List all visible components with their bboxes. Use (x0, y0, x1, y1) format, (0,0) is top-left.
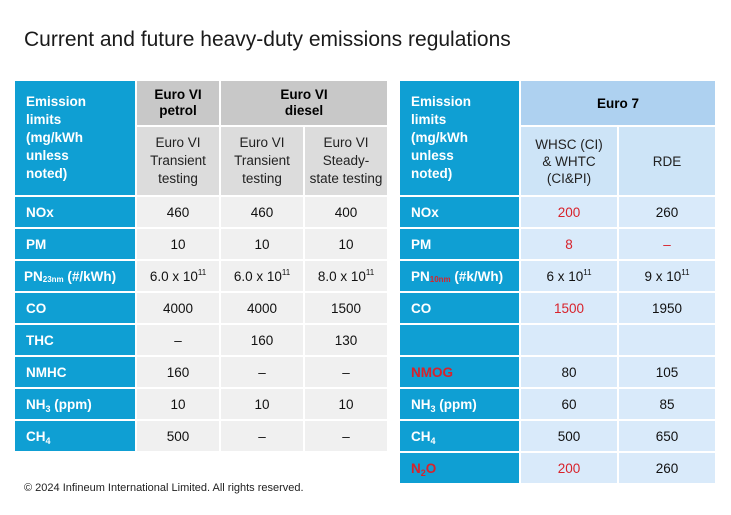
table-row: THC –160 130 (15, 325, 387, 355)
table-cell: 10 (221, 389, 303, 419)
table-cell: 460 (221, 197, 303, 227)
row-label-ch4: CH4 (400, 421, 519, 451)
header-euro-vi-diesel: Euro VI diesel (221, 81, 387, 125)
table-cell: 260 (619, 197, 715, 227)
subheader-whsc-whtc: WHSC (CI) & WHTC (CI&PI) (521, 127, 617, 195)
row-label-co: CO (15, 293, 135, 323)
table-cell: 85 (619, 389, 715, 419)
table-row (400, 325, 715, 355)
header-euro-vi-petrol: Euro VI petrol (137, 81, 219, 125)
table-row: NH3 (ppm) 60 85 (400, 389, 715, 419)
table-cell: 160 (221, 325, 303, 355)
euro7-regulations-table: Emission limits (mg/kWh unless noted) Euro 7… (398, 79, 717, 485)
table-cell: 160 (137, 357, 219, 387)
table-row: PM 8– (400, 229, 715, 259)
subheader-rde: RDE (619, 127, 715, 195)
current-regulations-table: Emission limits (mg/kWh unless noted) Euro V… (13, 79, 389, 453)
copyright-footer: © 2024 Infineum International Limited. A… (24, 482, 304, 494)
row-label-empty (400, 325, 519, 355)
row-label-pm: PM (400, 229, 519, 259)
table-row: NOx 460 460 400 (15, 197, 387, 227)
subheader-diesel-steady-state: Euro VI Steady-state testing (305, 127, 387, 195)
table-cell: – (221, 357, 303, 387)
table-cell: 80 (521, 357, 617, 387)
table-cell: – (619, 229, 715, 259)
table-cell: 1950 (619, 293, 715, 323)
table-row: PM 10 10 10 (15, 229, 387, 259)
table-cell (521, 325, 617, 355)
table-cell: – (305, 357, 387, 387)
table-cell: 1500 (305, 293, 387, 323)
table-cell: 6.0 x 1011 (221, 261, 303, 291)
table-row: NOx 200 260 (400, 197, 715, 227)
row-label-pm: PM (15, 229, 135, 259)
table-cell: 500 (521, 421, 617, 451)
table-cell: 4000 (137, 293, 219, 323)
table-cell: 10 (137, 229, 219, 259)
row-label-ch4: CH4 (15, 421, 135, 451)
row-label-thc: THC (15, 325, 135, 355)
table-corner-label: Emission limits (mg/kWh unless noted) (400, 81, 519, 195)
table-row: NMHC 160– – (15, 357, 387, 387)
table-cell: 650 (619, 421, 715, 451)
table-cell: 460 (137, 197, 219, 227)
row-label-n2o: N2O (400, 453, 519, 483)
table-cell: 105 (619, 357, 715, 387)
table-cell: 400 (305, 197, 387, 227)
row-label-co: CO (400, 293, 519, 323)
table-cell: 9 x 1011 (619, 261, 715, 291)
table-cell (619, 325, 715, 355)
row-label-pn: PN23nm (#/kWh) (15, 261, 135, 291)
table-row: PN23nm (#/kWh) 6.0 x 1011 6.0 x 1011 8.0… (15, 261, 387, 291)
table-row: N2O 200 260 (400, 453, 715, 483)
table-cell: 6.0 x 1011 (137, 261, 219, 291)
table-cell: 6 x 1011 (521, 261, 617, 291)
table-row: NMOG 80 105 (400, 357, 715, 387)
table-cell: 10 (137, 389, 219, 419)
row-label-nmhc: NMHC (15, 357, 135, 387)
header-euro-7: Euro 7 (521, 81, 715, 125)
row-label-nmog: NMOG (400, 357, 519, 387)
table-cell: 260 (619, 453, 715, 483)
table-cell: 10 (221, 229, 303, 259)
row-label-pn: PN10nm (#k/Wh) (400, 261, 519, 291)
row-label-nh3: NH3 (ppm) (400, 389, 519, 419)
table-row: CH4 500 650 (400, 421, 715, 451)
table-cell: – (137, 325, 219, 355)
table-cell: 10 (305, 389, 387, 419)
page-title: Current and future heavy-duty emissions … (24, 28, 511, 51)
table-cell: 1500 (521, 293, 617, 323)
row-label-nox: NOx (400, 197, 519, 227)
table-cell: – (305, 421, 387, 451)
table-cell: 4000 (221, 293, 303, 323)
table-cell: 130 (305, 325, 387, 355)
table-row: CH4 500– – (15, 421, 387, 451)
table-row: NH3 (ppm) 10 10 10 (15, 389, 387, 419)
table-cell: 500 (137, 421, 219, 451)
table-cell: 8.0 x 1011 (305, 261, 387, 291)
subheader-diesel-transient: Euro VI Transient testing (221, 127, 303, 195)
table-row: CO 4000 4000 1500 (15, 293, 387, 323)
row-label-nox: NOx (15, 197, 135, 227)
table-row: PN10nm (#k/Wh) 6 x 1011 9 x 1011 (400, 261, 715, 291)
table-cell: – (221, 421, 303, 451)
table-cell: 60 (521, 389, 617, 419)
subheader-petrol-transient: Euro VI Transient testing (137, 127, 219, 195)
table-cell: 200 (521, 453, 617, 483)
table-cell: 200 (521, 197, 617, 227)
table-cell: 8 (521, 229, 617, 259)
table-cell: 10 (305, 229, 387, 259)
table-corner-label: Emission limits (mg/kWh unless noted) (15, 81, 135, 195)
row-label-nh3: NH3 (ppm) (15, 389, 135, 419)
table-row: CO 1500 1950 (400, 293, 715, 323)
